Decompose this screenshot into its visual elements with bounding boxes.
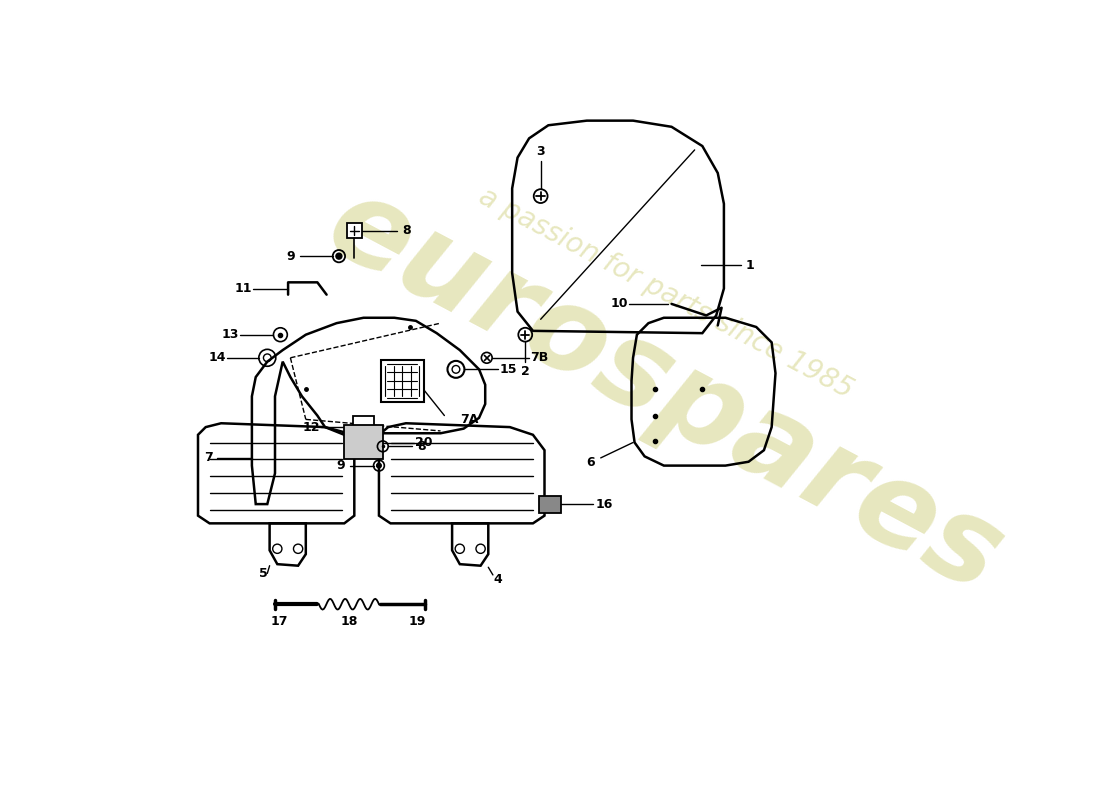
FancyBboxPatch shape [353,416,374,438]
FancyBboxPatch shape [346,223,362,238]
Text: 5: 5 [258,567,267,580]
Text: 12: 12 [302,421,320,434]
Text: 9: 9 [287,250,296,262]
Text: 19: 19 [409,614,426,628]
Text: 13: 13 [222,328,239,341]
Text: 8: 8 [417,440,426,453]
Circle shape [337,254,342,259]
Text: 6: 6 [586,456,595,469]
FancyBboxPatch shape [539,496,561,514]
Text: 3: 3 [537,145,544,158]
Text: eurospares: eurospares [309,166,1022,618]
Circle shape [376,463,382,468]
Text: 7B: 7B [530,351,548,364]
Text: 2: 2 [521,365,529,378]
Text: 14: 14 [209,351,226,364]
Text: 16: 16 [595,498,613,510]
Text: 18: 18 [341,614,359,628]
Text: 7: 7 [204,451,212,464]
Text: 17: 17 [271,614,287,628]
Text: 20: 20 [415,436,432,449]
Text: 7A: 7A [460,413,478,426]
Text: 11: 11 [234,282,252,295]
FancyBboxPatch shape [382,360,424,402]
Text: 1: 1 [746,259,755,272]
FancyBboxPatch shape [344,425,383,459]
Text: a passion for parts since 1985: a passion for parts since 1985 [474,182,857,404]
Text: 9: 9 [337,459,344,472]
Text: 8: 8 [403,224,411,238]
Text: 4: 4 [494,573,503,586]
Text: 10: 10 [610,298,628,310]
Text: 15: 15 [499,363,517,376]
